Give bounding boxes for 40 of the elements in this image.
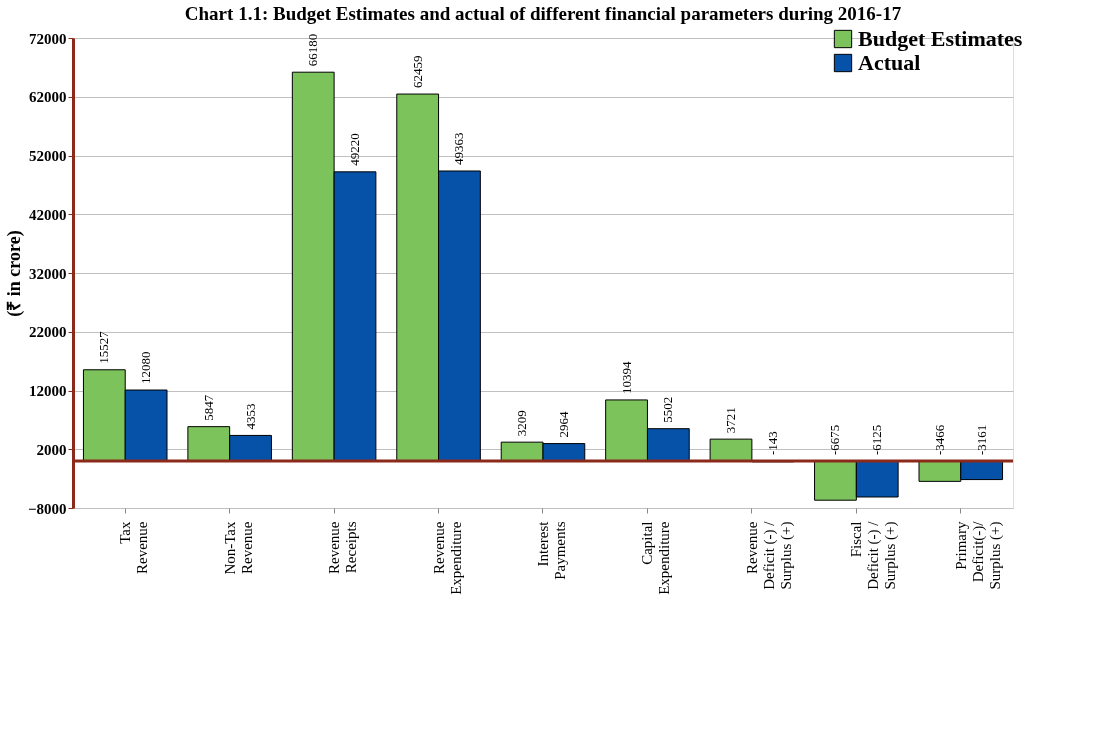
- data-label: 5502: [660, 396, 676, 423]
- data-label: 2964: [555, 411, 571, 438]
- data-label: -3466: [931, 424, 947, 455]
- x-tick-label: Revenue Deficit (-) / Surplus (+): [743, 520, 795, 590]
- x-tick-label: Revenue Receipts: [326, 521, 360, 574]
- data-label: 49363: [451, 132, 467, 165]
- data-label: 10394: [618, 360, 634, 394]
- data-label: -143: [764, 431, 780, 455]
- data-label: 5847: [200, 394, 216, 421]
- y-tick-label: 2000: [36, 441, 67, 458]
- data-label: 49220: [347, 133, 362, 166]
- data-label: 3721: [723, 407, 738, 434]
- x-tick-label: Non-Tax Revenue: [221, 521, 255, 575]
- y-tick-label: 12000: [29, 383, 67, 399]
- x-tick-label: Interest Payments: [535, 520, 568, 580]
- data-label: -6125: [869, 424, 885, 455]
- y-tick-label: 32000: [29, 265, 67, 282]
- y-tick-label: 52000: [29, 148, 67, 164]
- y-tick-label: −8000: [27, 500, 67, 517]
- data-label: 4353: [242, 403, 258, 430]
- y-tick-label: 42000: [29, 206, 67, 223]
- y-tick-label: 62000: [29, 89, 67, 106]
- x-tick-label: Primary Deficit(-)/ Surplus (+): [952, 520, 1004, 590]
- data-label: -6675: [827, 424, 843, 455]
- data-label: 3209: [514, 410, 530, 437]
- y-axis-title: (₹ in crore): [3, 230, 25, 317]
- data-label: -3161: [973, 424, 989, 455]
- data-label: 15527: [96, 330, 112, 364]
- x-tick-label: Fiscal Deficit (-) / Surplus (+): [848, 520, 900, 590]
- data-label: 62459: [409, 55, 425, 89]
- legend-label: Budget Estimates: [858, 26, 1023, 51]
- x-tick-label: Revenue Expenditure: [430, 521, 464, 595]
- legend-label: Actual: [858, 50, 921, 75]
- x-tick-label: Capital Expenditure: [639, 521, 673, 595]
- y-tick-label: 22000: [29, 324, 67, 341]
- x-tick-label: Tax Revenue: [117, 521, 151, 574]
- chart-title: Chart 1.1: Budget Estimates and actual of different financial parameters during 2016-17: [184, 3, 902, 24]
- data-label: 66180: [305, 33, 321, 67]
- y-tick-label: 72000: [29, 30, 67, 47]
- data-label: 12080: [138, 351, 154, 385]
